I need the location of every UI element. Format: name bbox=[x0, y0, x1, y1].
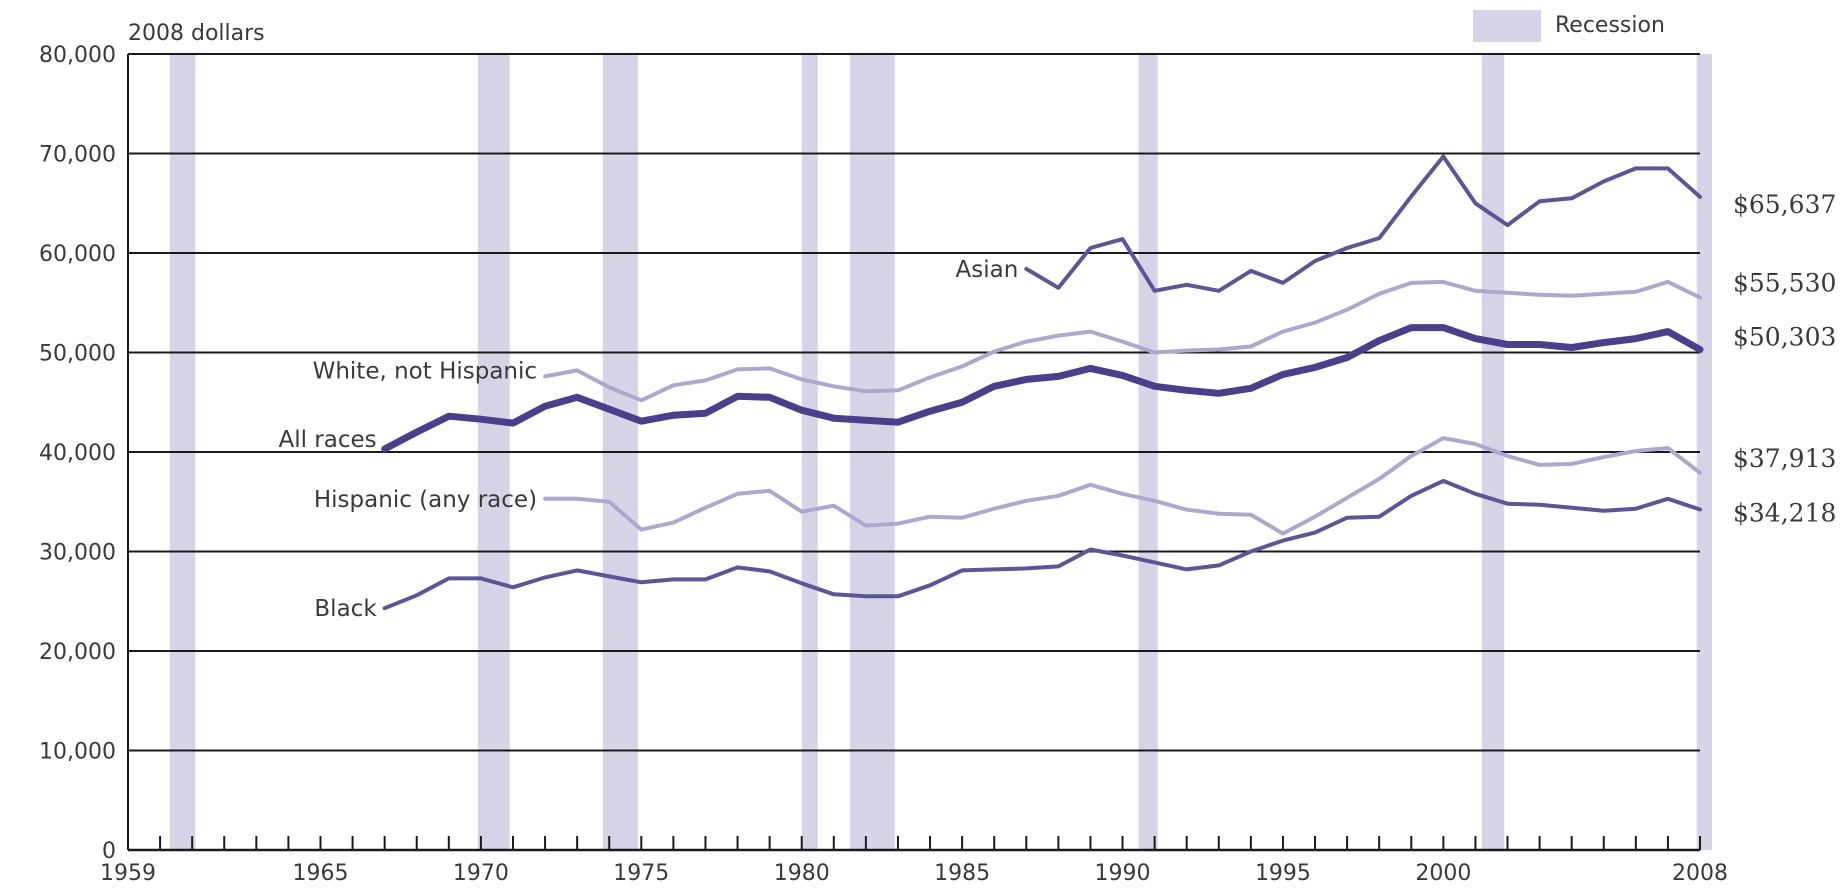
x-tick-label: 1970 bbox=[453, 861, 509, 886]
gridlines bbox=[128, 53, 1700, 752]
y-tick-label: 40,000 bbox=[39, 441, 116, 466]
y-tick-label: 20,000 bbox=[39, 640, 116, 665]
unit-label: 2008 dollars bbox=[128, 21, 265, 46]
legend-label: Recession bbox=[1555, 13, 1665, 38]
series-label: White, not Hispanic bbox=[313, 358, 537, 384]
series-label: All races bbox=[278, 427, 376, 453]
series-line bbox=[543, 436, 1702, 536]
axes: 0 10,000 20,000 30,000 40,000 50,000 60,000 70,… bbox=[39, 43, 1728, 886]
recession-band bbox=[1696, 54, 1712, 850]
series-end-label: $50,303 bbox=[1733, 322, 1836, 351]
series-line bbox=[543, 279, 1702, 403]
legend-swatch bbox=[1473, 10, 1541, 42]
y-tick-label: 70,000 bbox=[39, 143, 116, 168]
x-tick-label: 1965 bbox=[292, 861, 348, 886]
x-tick-label: 1990 bbox=[1095, 861, 1151, 886]
y-tick-label: 60,000 bbox=[39, 242, 116, 267]
series-line bbox=[381, 324, 1704, 453]
series-lines bbox=[381, 154, 1704, 611]
series-line bbox=[382, 478, 1702, 611]
x-tick-label: 1980 bbox=[774, 861, 830, 886]
legend: Recession bbox=[1473, 10, 1665, 42]
series-end-label: $55,530 bbox=[1733, 268, 1836, 297]
x-tick-label: 1975 bbox=[613, 861, 669, 886]
series-label: Black bbox=[314, 596, 377, 622]
series-label: Hispanic (any race) bbox=[314, 487, 537, 513]
x-tick-label: 1995 bbox=[1255, 861, 1311, 886]
x-tick-label: 2000 bbox=[1415, 861, 1471, 886]
y-tick-label: 0 bbox=[102, 839, 116, 864]
series-end-label: $37,913 bbox=[1733, 444, 1836, 473]
y-tick-label: 10,000 bbox=[39, 740, 116, 765]
series-line bbox=[1024, 154, 1702, 293]
y-tick-label: 50,000 bbox=[39, 342, 116, 367]
series-end-label: $65,637 bbox=[1733, 190, 1836, 219]
x-tick-label: 1985 bbox=[934, 861, 990, 886]
y-tick-label: 30,000 bbox=[39, 541, 116, 566]
x-tick-label: 2008 bbox=[1672, 861, 1728, 886]
series-end-label: $34,218 bbox=[1733, 499, 1836, 528]
series-label: Asian bbox=[956, 257, 1019, 283]
y-tick-label: 80,000 bbox=[39, 43, 116, 68]
series-labels: Asian $65,637 White, not Hispanic $55,530 Al… bbox=[278, 190, 1836, 622]
x-tick-label: 1959 bbox=[100, 861, 156, 886]
